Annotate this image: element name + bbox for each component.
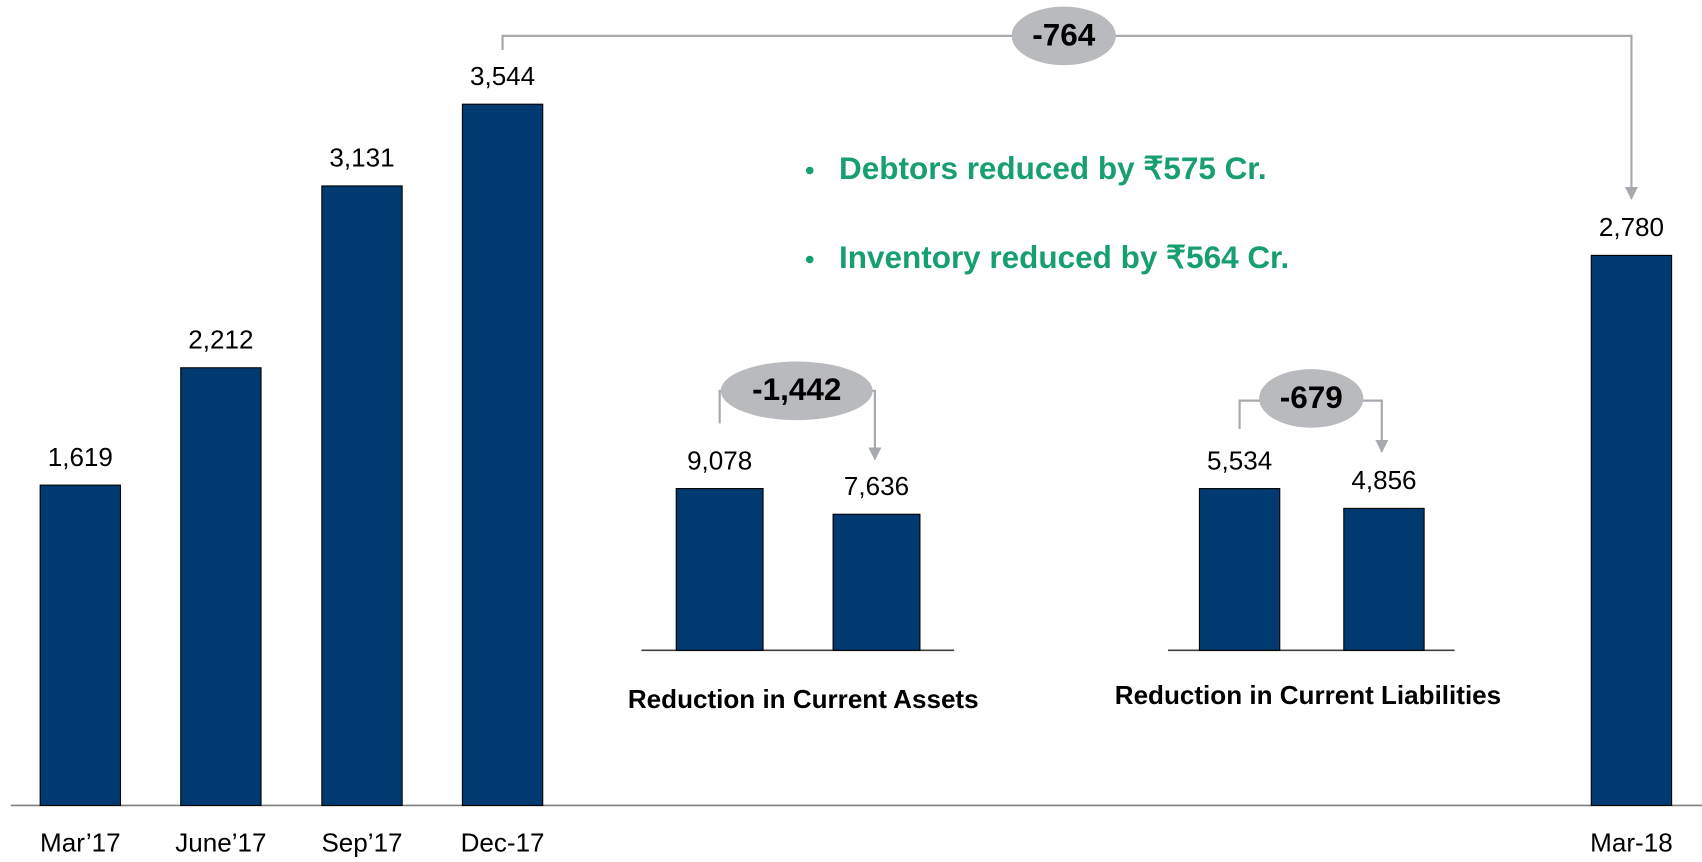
bullet — [805, 255, 814, 264]
x-tick-label: Dec-17 — [461, 827, 545, 857]
bar — [1590, 254, 1673, 807]
bar — [1343, 507, 1425, 651]
chart-title: Reduction in Current Liabilities — [1115, 680, 1501, 710]
value-label: 4,856 — [1351, 465, 1416, 495]
value-label: 3,544 — [470, 61, 535, 91]
annotation: -764 — [1032, 17, 1095, 52]
bar — [180, 367, 262, 807]
value-label: 3,131 — [329, 143, 394, 173]
annotation: -679 — [1280, 380, 1343, 415]
bar — [675, 488, 764, 651]
x-tick-label: June’17 — [175, 827, 266, 857]
annotation-bubble — [1259, 369, 1364, 428]
value-label: 2,212 — [188, 325, 253, 355]
x-tick-label: Mar’17 — [40, 827, 121, 857]
x-tick-label: Sep’17 — [321, 827, 402, 857]
chart-title: Reduction in Current Assets — [628, 684, 979, 714]
value-label: 5,534 — [1207, 445, 1272, 475]
annotation-bubble — [1011, 6, 1116, 66]
annotation-bubble — [720, 361, 873, 421]
bar — [461, 103, 544, 807]
x-tick-label: Mar-18 — [1590, 827, 1673, 857]
bar — [1198, 488, 1281, 651]
value-label: 9,078 — [687, 445, 752, 475]
bar — [832, 513, 921, 651]
bullet-text: Debtors reduced by ₹575 Cr. — [839, 151, 1267, 186]
bar — [321, 185, 403, 807]
value-label: 2,780 — [1599, 212, 1664, 242]
bar — [39, 484, 122, 807]
bullet-text: Inventory reduced by ₹564 Cr. — [839, 240, 1289, 275]
value-label: 7,636 — [844, 471, 909, 501]
annotation: -1,442 — [752, 372, 841, 407]
value-label: 1,619 — [48, 442, 113, 472]
bullet — [805, 166, 814, 175]
